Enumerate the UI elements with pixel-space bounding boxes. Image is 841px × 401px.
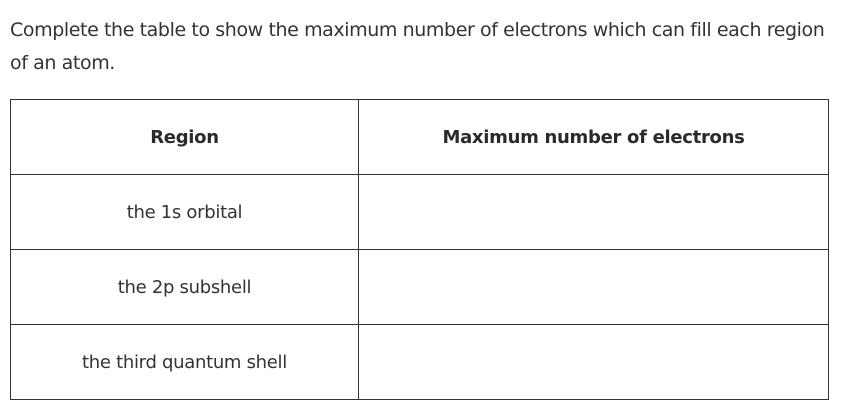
question-text: Complete the table to show the maximum n… [10,19,825,74]
region-cell: the third quantum shell [10,324,359,400]
region-cell: the 2p subshell [10,249,359,325]
table-header-row: Region Maximum number of electrons [10,99,829,175]
table-row: the 2p subshell [10,249,829,325]
answer-cell[interactable] [358,324,829,400]
header-region: Region [10,99,359,175]
electron-table: Region Maximum number of electrons the 1… [10,99,829,400]
answer-cell[interactable] [358,174,829,250]
answer-cell[interactable] [358,249,829,325]
table-row: the 1s orbital [10,174,829,250]
header-max-electrons: Maximum number of electrons [358,99,829,175]
region-cell: the 1s orbital [10,174,359,250]
table-row: the third quantum shell [10,324,829,400]
